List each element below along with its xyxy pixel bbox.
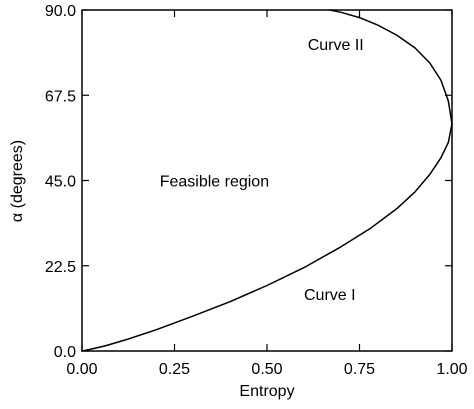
curve-1 (81, 122, 453, 352)
tick-labels: 0.00 0.25 0.50 0.75 1.00 0.0 22.5 45.0 67.5 90.0 (45, 3, 468, 378)
curve-2 (329, 9, 453, 125)
y-tick-label: 22.5 (45, 259, 76, 276)
x-tick-label: 0.50 (251, 361, 282, 378)
y-tick-label: 0.0 (54, 344, 76, 361)
x-axis-title: Entropy (239, 383, 294, 400)
annotation-label: Curve II (308, 37, 364, 54)
axis-ticks (81, 9, 453, 352)
y-tick-label: 45.0 (45, 174, 76, 191)
x-tick-label: 0.00 (66, 361, 97, 378)
x-tick-label: 0.25 (159, 361, 190, 378)
annotations: Feasible region Curve II Curve I (160, 37, 364, 304)
x-tick-label: 1.00 (436, 361, 467, 378)
y-tick-label: 90.0 (45, 3, 76, 20)
annotation-label: Curve I (304, 287, 356, 304)
y-axis-title: α (degrees) (9, 140, 26, 222)
y-tick-label: 67.5 (45, 88, 76, 105)
annotation-label: Feasible region (160, 174, 269, 191)
series-layer (81, 9, 453, 352)
x-tick-label: 0.75 (344, 361, 375, 378)
